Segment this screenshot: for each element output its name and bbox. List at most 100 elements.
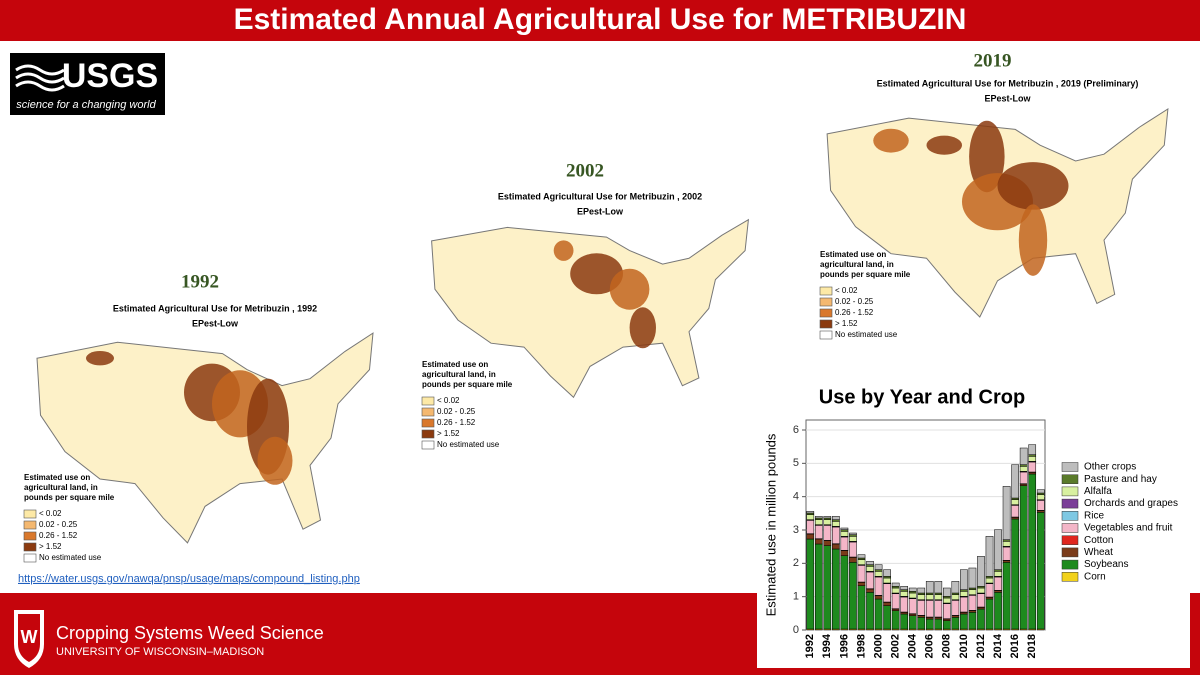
bar-segment <box>917 587 926 594</box>
bar-segment <box>1002 541 1011 547</box>
map-subtitle: EPest-Low <box>192 318 239 328</box>
bar-segment <box>900 613 908 630</box>
bar-segment <box>1011 497 1019 500</box>
legend-label: Soybeans <box>1084 559 1128 570</box>
bar-segment <box>814 519 823 525</box>
bar-segment <box>977 587 985 594</box>
bar-segment <box>1011 518 1019 630</box>
legend-label: Pasture and hay <box>1084 474 1157 485</box>
map-legend-title: pounds per square mile <box>820 270 911 279</box>
bar-segment <box>857 559 866 565</box>
bar-segment <box>891 593 900 609</box>
legend-swatch <box>1061 486 1079 497</box>
bar-segment <box>1019 483 1028 486</box>
legend-swatch <box>1061 462 1079 472</box>
bar-segment <box>866 564 874 567</box>
bar-segment <box>1036 494 1045 500</box>
bar-segment <box>968 567 977 589</box>
bar-segment <box>823 519 832 525</box>
bar-segment <box>814 525 823 539</box>
map-legend-label: No estimated use <box>835 330 898 339</box>
crest-letter: W <box>21 627 38 647</box>
logo-waves <box>15 64 65 92</box>
bar-segment <box>917 615 926 618</box>
bar-segment <box>874 571 883 577</box>
chart-title: Use by Year and Crop <box>819 386 1025 408</box>
y-tick-label: 3 <box>793 524 799 536</box>
map-legend-label: No estimated use <box>39 553 102 562</box>
map-legend-swatch <box>819 319 833 329</box>
map-use-area <box>86 351 114 366</box>
bar-segment <box>1028 472 1037 475</box>
map-title: Estimated Agricultural Use for Metribuzi… <box>498 191 702 201</box>
legend-label: Orchards and grapes <box>1084 498 1178 509</box>
bar-segment <box>985 536 994 577</box>
bar-segment <box>823 516 832 519</box>
source-url[interactable]: https://water.usgs.gov/nawqa/pnsp/usage/… <box>18 573 360 585</box>
map-title: Estimated Agricultural Use for Metribuzi… <box>113 303 317 313</box>
bar-segment <box>1019 447 1028 465</box>
bar-segment <box>1002 560 1011 563</box>
bar-segment <box>943 587 951 597</box>
map: 2002 Estimated Agricultural Use for Metri… <box>421 160 750 450</box>
map-use-area <box>873 128 909 153</box>
bar-segment <box>1036 492 1045 495</box>
bar-segment <box>1011 499 1019 505</box>
bar-segment <box>857 554 866 559</box>
map-legend-label: 0.26 - 1.52 <box>39 531 78 540</box>
map-outline <box>431 218 750 399</box>
bar-segment <box>994 571 1002 577</box>
map-use-area <box>257 436 293 485</box>
bar-segment <box>814 516 823 519</box>
bar-segment <box>1002 539 1011 542</box>
bar-segment <box>925 581 934 594</box>
bar-segment <box>900 586 908 590</box>
bar-segment <box>960 569 968 590</box>
legend-label: Cotton <box>1084 535 1113 546</box>
bar-segment <box>814 543 823 630</box>
bar-segment <box>908 598 917 614</box>
bar-segment <box>823 545 832 630</box>
bar-segment <box>1019 485 1028 630</box>
bar-segment <box>874 576 883 596</box>
map-legend-label: 0.02 - 0.25 <box>39 520 78 529</box>
bar-segment <box>934 594 943 600</box>
map-legend-swatch <box>819 330 833 340</box>
bar-segment <box>908 592 917 599</box>
map-title: Estimated Agricultural Use for Metribuzi… <box>877 78 1139 88</box>
bar-segment <box>849 562 857 630</box>
map-legend-swatch <box>23 509 37 519</box>
bar-segment <box>849 536 857 542</box>
bar-segment <box>917 600 926 616</box>
bar-segment <box>943 597 951 604</box>
bar-segment <box>840 550 849 556</box>
y-tick-label: 2 <box>793 557 799 569</box>
bar-segment <box>832 543 840 550</box>
bar-segment <box>866 561 874 565</box>
bar-segment <box>994 590 1002 593</box>
map-legend-swatch <box>819 308 833 318</box>
bar-segment <box>832 519 840 522</box>
bar-segment <box>994 529 1002 570</box>
bar-segment <box>832 526 840 544</box>
bar-segment <box>900 591 908 597</box>
bar-segment <box>832 548 840 630</box>
bar-segment <box>814 538 823 545</box>
logo-tagline: science for a changing world <box>16 99 156 111</box>
x-tick-label: 2006 <box>924 634 936 658</box>
map-legend-label: 0.02 - 0.25 <box>835 297 874 306</box>
map-legend-title: agricultural land, in <box>24 483 98 492</box>
bar-segment <box>960 596 968 613</box>
map-year: 2019 <box>974 50 1012 71</box>
uw-crest: W <box>14 610 44 668</box>
legend-label: Rice <box>1084 510 1104 521</box>
crest-inner <box>18 614 40 662</box>
map-legend-label: > 1.52 <box>835 319 858 328</box>
x-tick-label: 1998 <box>855 634 867 658</box>
bar-segment <box>925 592 934 595</box>
bar-segment <box>977 608 985 630</box>
x-tick-label: 2000 <box>872 634 884 658</box>
maps: 1992 Estimated Agricultural Use for Metri… <box>23 50 1169 563</box>
